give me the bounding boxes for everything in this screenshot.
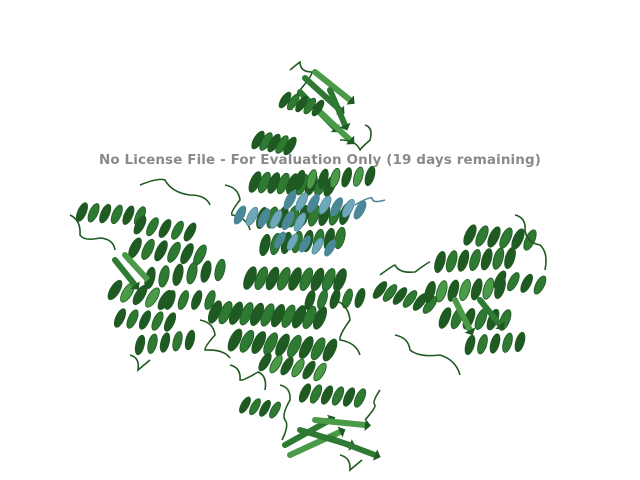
coil-loop <box>339 454 363 472</box>
helix <box>258 352 327 382</box>
left-kinase-like-domain <box>69 178 231 372</box>
helix <box>207 300 328 330</box>
beta-strand <box>312 417 371 431</box>
helix <box>283 190 367 220</box>
helix <box>493 270 547 295</box>
beta-strand <box>122 252 153 285</box>
helix <box>464 331 526 356</box>
helix <box>113 308 177 332</box>
helix <box>251 130 297 156</box>
coil-loop <box>379 261 431 276</box>
coil-loop <box>229 364 267 391</box>
helix <box>76 202 146 226</box>
coil-loop <box>139 178 211 206</box>
helix <box>164 290 216 310</box>
helix <box>144 258 226 290</box>
coil-loop <box>279 384 291 441</box>
coil-loop <box>199 319 231 359</box>
coil-loop <box>354 196 386 206</box>
helix <box>278 91 325 117</box>
helix <box>274 231 336 257</box>
helix <box>434 246 516 274</box>
helix <box>298 383 367 408</box>
beta-strand <box>112 257 140 290</box>
beta-strand <box>327 435 381 461</box>
bound-partner <box>233 190 386 257</box>
helix <box>243 266 347 292</box>
beta-strand <box>452 297 476 336</box>
beta-strand <box>312 69 355 105</box>
beta-strand <box>477 297 505 330</box>
helix <box>133 215 197 242</box>
beta-strand <box>327 87 351 131</box>
helix <box>128 237 207 266</box>
coil-loop <box>129 354 151 372</box>
helix <box>239 396 281 419</box>
helix <box>227 328 338 362</box>
coil-loop <box>69 214 116 251</box>
right-kinase-like-domain <box>372 214 547 376</box>
top-beta-domain <box>251 61 372 156</box>
helix <box>304 287 366 311</box>
central-helical-stack <box>207 165 376 391</box>
coil-loop <box>364 389 381 421</box>
helix <box>294 165 376 191</box>
helix <box>233 205 307 232</box>
coil-loop <box>514 214 547 271</box>
helix <box>463 224 537 251</box>
coil-loop <box>334 299 361 356</box>
protein-cartoon <box>69 61 547 472</box>
helix <box>134 329 196 356</box>
coil-loop <box>394 334 461 376</box>
coil-loop <box>224 184 251 231</box>
coil-loop <box>339 124 372 151</box>
bottom-beta-domain <box>239 383 381 472</box>
